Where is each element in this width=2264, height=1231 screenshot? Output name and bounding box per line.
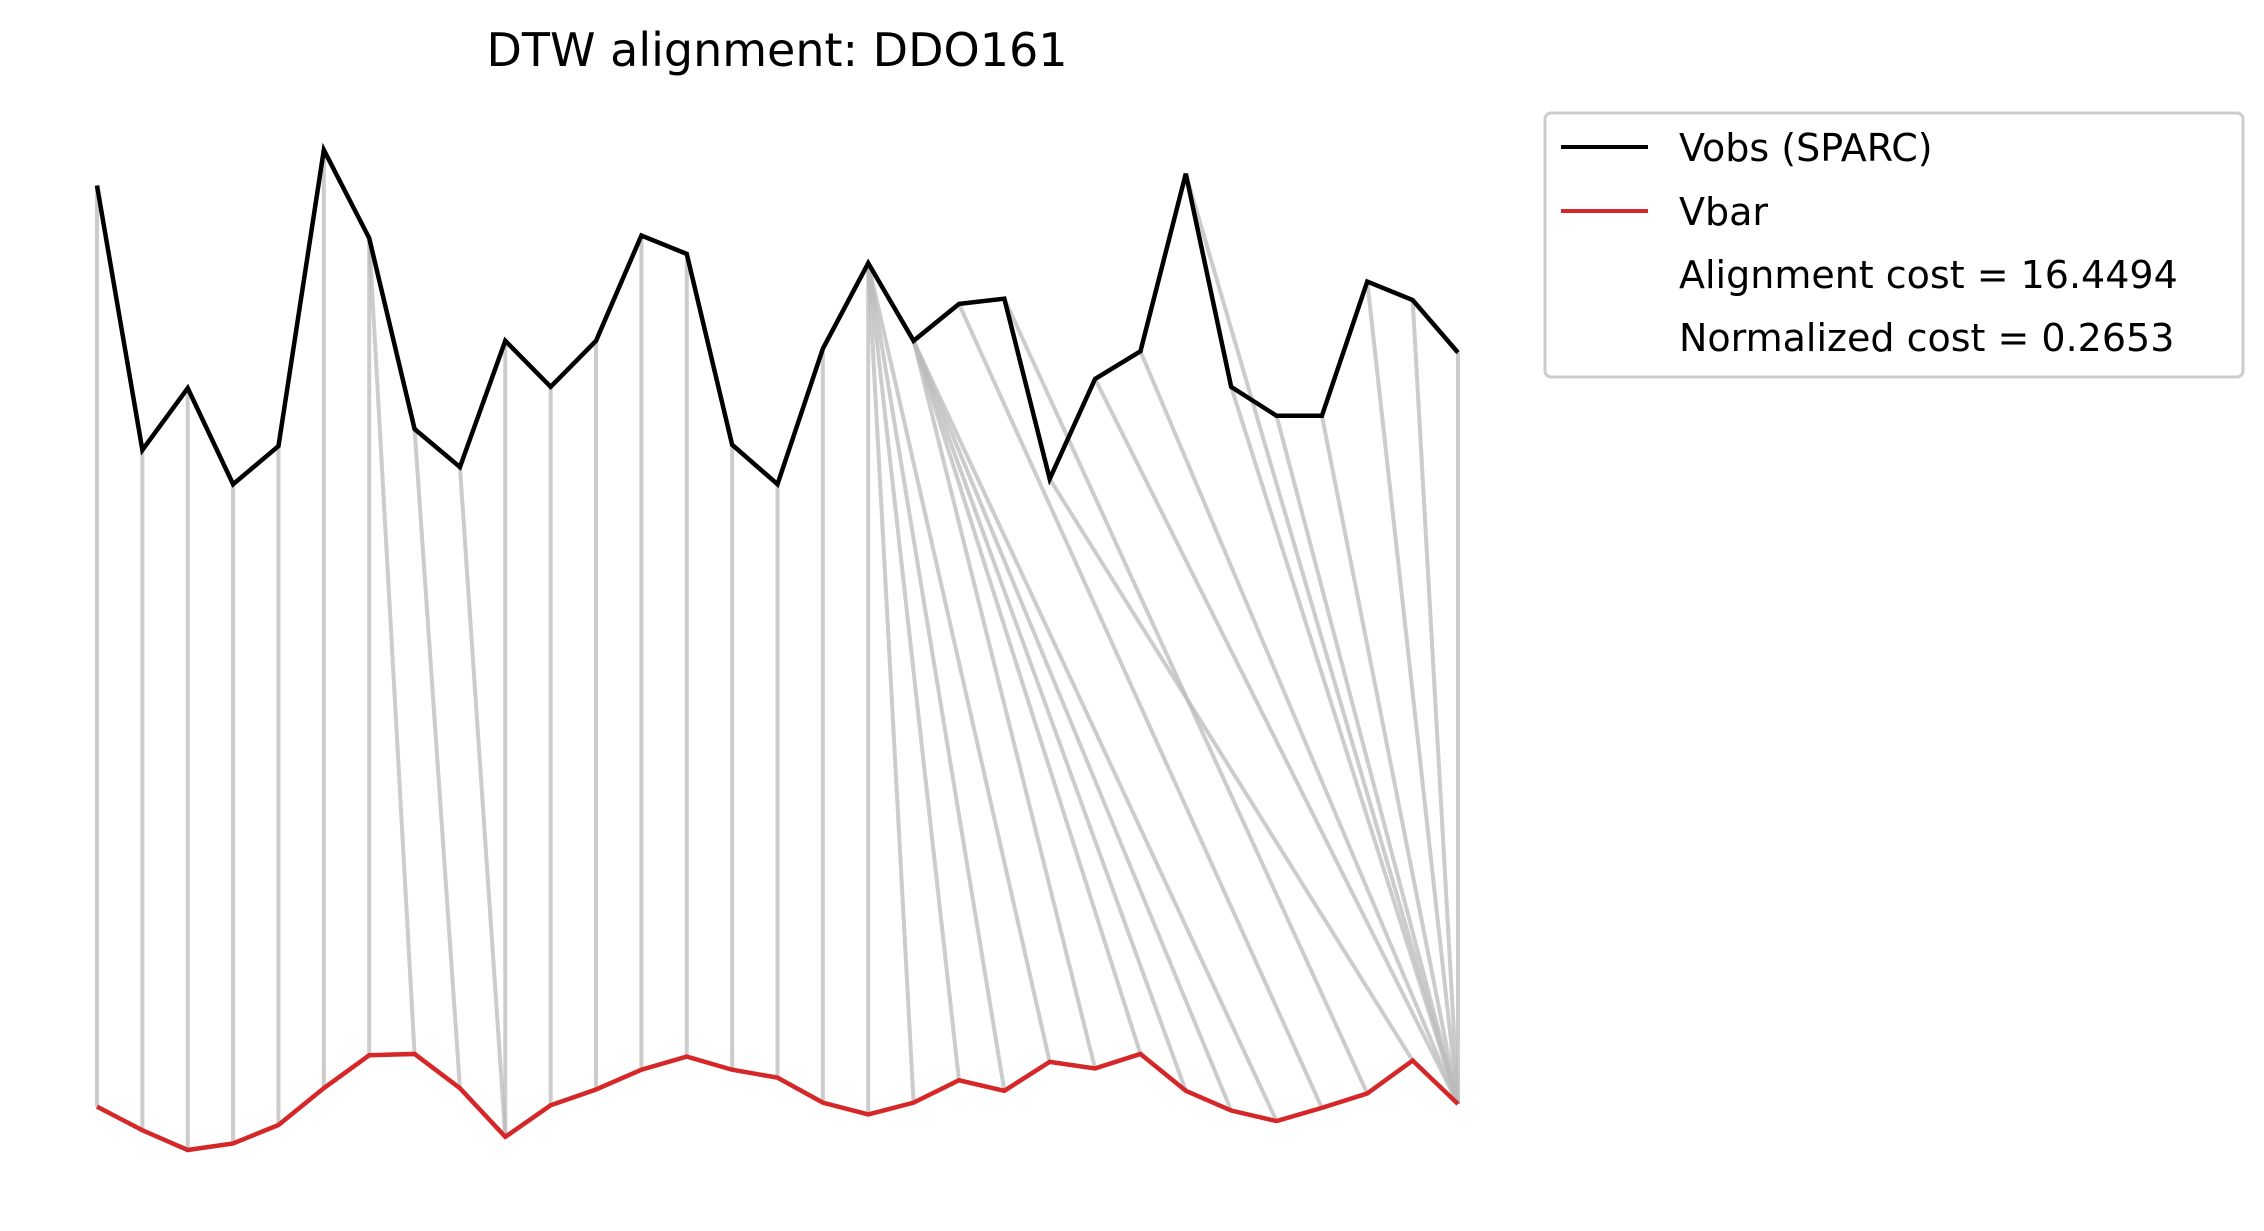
alignment-connector: [1138, 350, 1460, 1105]
legend: Vobs (SPARC) Vbar Alignment cost = 16.44…: [1543, 111, 2245, 379]
alignment-connector: [367, 238, 417, 1055]
alignment-connector: [1183, 173, 1460, 1105]
alignment-connector: [1048, 477, 1415, 1062]
alignment-connector: [911, 340, 1098, 1069]
alignment-connector: [866, 262, 961, 1081]
alignment-connector: [911, 340, 1188, 1092]
alignment-connector: [911, 340, 1143, 1055]
alignment-connector: [1410, 299, 1460, 1105]
alignment-connector: [1319, 415, 1460, 1105]
series-layer: [94, 142, 1460, 1153]
legend-normalized-cost: Normalized cost = 0.2653: [1679, 316, 2174, 360]
alignment-connector: [911, 339, 1279, 1122]
chart-title: DTW alignment: DDO161: [487, 23, 1068, 77]
alignment-connector: [866, 262, 1007, 1092]
legend-alignment-cost: Alignment cost = 16.4494: [1679, 253, 2178, 297]
alignment-connector: [1093, 378, 1460, 1105]
alignment-connector: [1229, 386, 1460, 1105]
legend-label-vbar: Vbar: [1679, 190, 1768, 234]
alignment-connector: [911, 340, 1234, 1112]
alignment-connector: [866, 262, 1052, 1063]
alignment-connector: [957, 303, 1324, 1109]
alignment-connector: [457, 466, 508, 1137]
series-line-vbar: [95, 1051, 1460, 1153]
alignment-connector: [866, 263, 916, 1103]
alignment-connectors: [95, 150, 1460, 1150]
alignment-connector: [1365, 281, 1460, 1105]
legend-box: [1543, 111, 2245, 379]
alignment-connector: [412, 428, 462, 1089]
alignment-connector: [1274, 415, 1460, 1105]
series-line-vobs: [94, 142, 1460, 489]
legend-label-vobs: Vobs (SPARC): [1679, 126, 1933, 170]
